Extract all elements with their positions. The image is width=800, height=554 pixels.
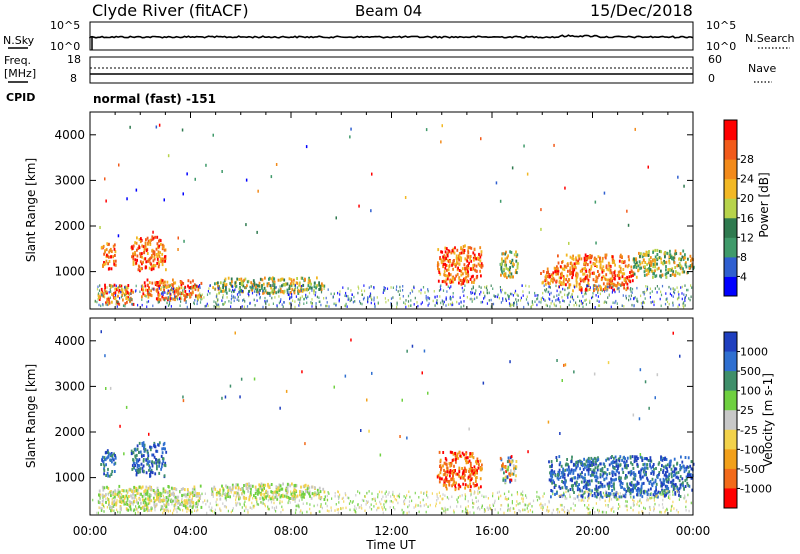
colorbar-swatch: [724, 468, 737, 489]
power-ylabel: Slant Range [km]: [24, 158, 38, 262]
colorbar-swatch: [724, 159, 737, 180]
y-tick-label: 1000: [54, 265, 85, 279]
scatter-region-1: [130, 235, 167, 273]
colorbar-swatch: [724, 390, 737, 411]
colorbar-swatch: [724, 139, 737, 160]
x-tick-label: 12:00: [374, 524, 409, 538]
colorbar-tick-label: 100: [740, 385, 761, 398]
noise-sky-trace: [89, 34, 694, 39]
colorbar-tick-label: 500: [740, 365, 761, 378]
colorbar-swatch: [724, 256, 737, 277]
y-tick-label: 1000: [54, 471, 85, 485]
colorbar-tick-label: -500: [740, 463, 765, 476]
x-tick-label: 16:00: [475, 524, 510, 538]
nave-label: Nave: [748, 62, 776, 75]
sparse-points: [99, 123, 685, 251]
scatter-region-5: [499, 455, 518, 485]
colorbar-swatch: [724, 410, 737, 431]
cpid-label: CPID: [6, 91, 35, 104]
noise-left-tick-top: 10^5: [50, 19, 80, 32]
cpid-text: normal (fast) -151: [93, 92, 216, 106]
y-tick-label: 3000: [54, 379, 85, 393]
scatter-region-6: [548, 455, 695, 499]
colorbar-swatch: [724, 488, 737, 509]
power-colorbar-label: Power [dB]: [757, 172, 771, 237]
colorbar-swatch: [724, 217, 737, 238]
noise-right-tick-bottom: 10^0: [706, 40, 736, 53]
colorbar-frame: [723, 331, 738, 509]
y-tick-label: 4000: [54, 334, 85, 348]
colorbar-tick-label: -25: [740, 424, 758, 437]
colorbar-tick-label: 8: [740, 251, 747, 264]
colorbar-swatch: [724, 178, 737, 199]
colorbar-tick-label: 1000: [740, 346, 768, 359]
beam-title: Beam 04: [355, 2, 422, 20]
scatter-region-3: [211, 482, 326, 501]
ground-scatter-band: [92, 490, 693, 515]
sparse-points: [100, 330, 681, 457]
ground-scatter-band: [94, 284, 693, 309]
scatter-region-1: [130, 441, 168, 479]
freq-panel: Freq. [MHz] 18 8 60 0 Nave CPID normal (…: [4, 53, 776, 106]
scatter-region-4: [212, 276, 326, 296]
noise-panel: N.Sky 10^5 10^0 10^5 10^0 N.Search: [3, 19, 795, 53]
velocity-ylabel: Slant Range [km]: [24, 364, 38, 468]
freq-left-tick-bottom: 8: [70, 72, 77, 85]
colorbar-swatch: [724, 237, 737, 258]
scatter-region-0: [100, 449, 117, 478]
colorbar-tick-label: -1000: [740, 482, 772, 495]
scatter-region-4: [436, 450, 483, 492]
velocity-colorbar-label: Velocity [m s-1]: [761, 373, 775, 467]
nave-right-tick-top: 60: [708, 53, 722, 66]
y-tick-label: 4000: [54, 128, 85, 142]
colorbar-tick-label: 28: [740, 153, 754, 166]
noise-sky-label: N.Sky: [3, 34, 35, 47]
scatter-region-0: [100, 242, 117, 271]
noise-right-tick-top: 10^5: [706, 19, 736, 32]
station-title: Clyde River (fitACF): [92, 1, 249, 20]
colorbar-swatch: [724, 198, 737, 219]
freq-label-2: [MHz]: [4, 67, 36, 80]
freq-left-tick-top: 18: [67, 53, 81, 66]
x-axis-label: Time UT: [365, 538, 416, 552]
colorbar-tick-label: 25: [740, 404, 754, 417]
colorbar-tick-label: 24: [740, 173, 754, 186]
x-tick-label: 04:00: [173, 524, 208, 538]
colorbar-swatch: [724, 429, 737, 450]
noise-left-tick-bottom: 10^0: [50, 40, 80, 53]
colorbar-swatch: [724, 449, 737, 470]
y-tick-label: 2000: [54, 425, 85, 439]
scatter-region-7: [540, 267, 554, 286]
colorbar-tick-label: -100: [740, 443, 765, 456]
power-panel: 1000 2000 3000 4000 Slant Range [km] 4 8 12 16…: [24, 111, 771, 310]
date-title: 15/Dec/2018: [590, 1, 693, 20]
colorbar-swatch: [724, 332, 737, 353]
y-tick-label: 3000: [54, 173, 85, 187]
colorbar-swatch: [724, 371, 737, 392]
x-tick-label: 00:00: [73, 524, 108, 538]
x-tick-label: 00:00: [676, 524, 711, 538]
noise-search-label: N.Search: [745, 32, 795, 45]
nave-right-tick-bottom: 0: [708, 72, 715, 85]
x-tick-label: 08:00: [274, 524, 309, 538]
colorbar-tick-label: 20: [740, 192, 754, 205]
colorbar-swatch: [724, 120, 737, 141]
scatter-region-6: [499, 250, 519, 280]
freq-label-1: Freq.: [4, 54, 31, 67]
colorbar-swatch: [724, 276, 737, 297]
x-tick-label: 20:00: [575, 524, 610, 538]
colorbar-tick-label: 12: [740, 231, 754, 244]
scatter-region-9: [632, 248, 695, 279]
colorbar-swatch: [724, 351, 737, 372]
colorbar-tick-label: 16: [740, 212, 754, 225]
y-tick-label: 2000: [54, 219, 85, 233]
colorbar-tick-label: 4: [740, 270, 747, 283]
velocity-panel: 1000 2000 3000 4000 Slant Range [km] 1000 50…: [24, 317, 775, 516]
scatter-region-5: [436, 244, 484, 286]
colorbar-frame: [723, 119, 738, 297]
